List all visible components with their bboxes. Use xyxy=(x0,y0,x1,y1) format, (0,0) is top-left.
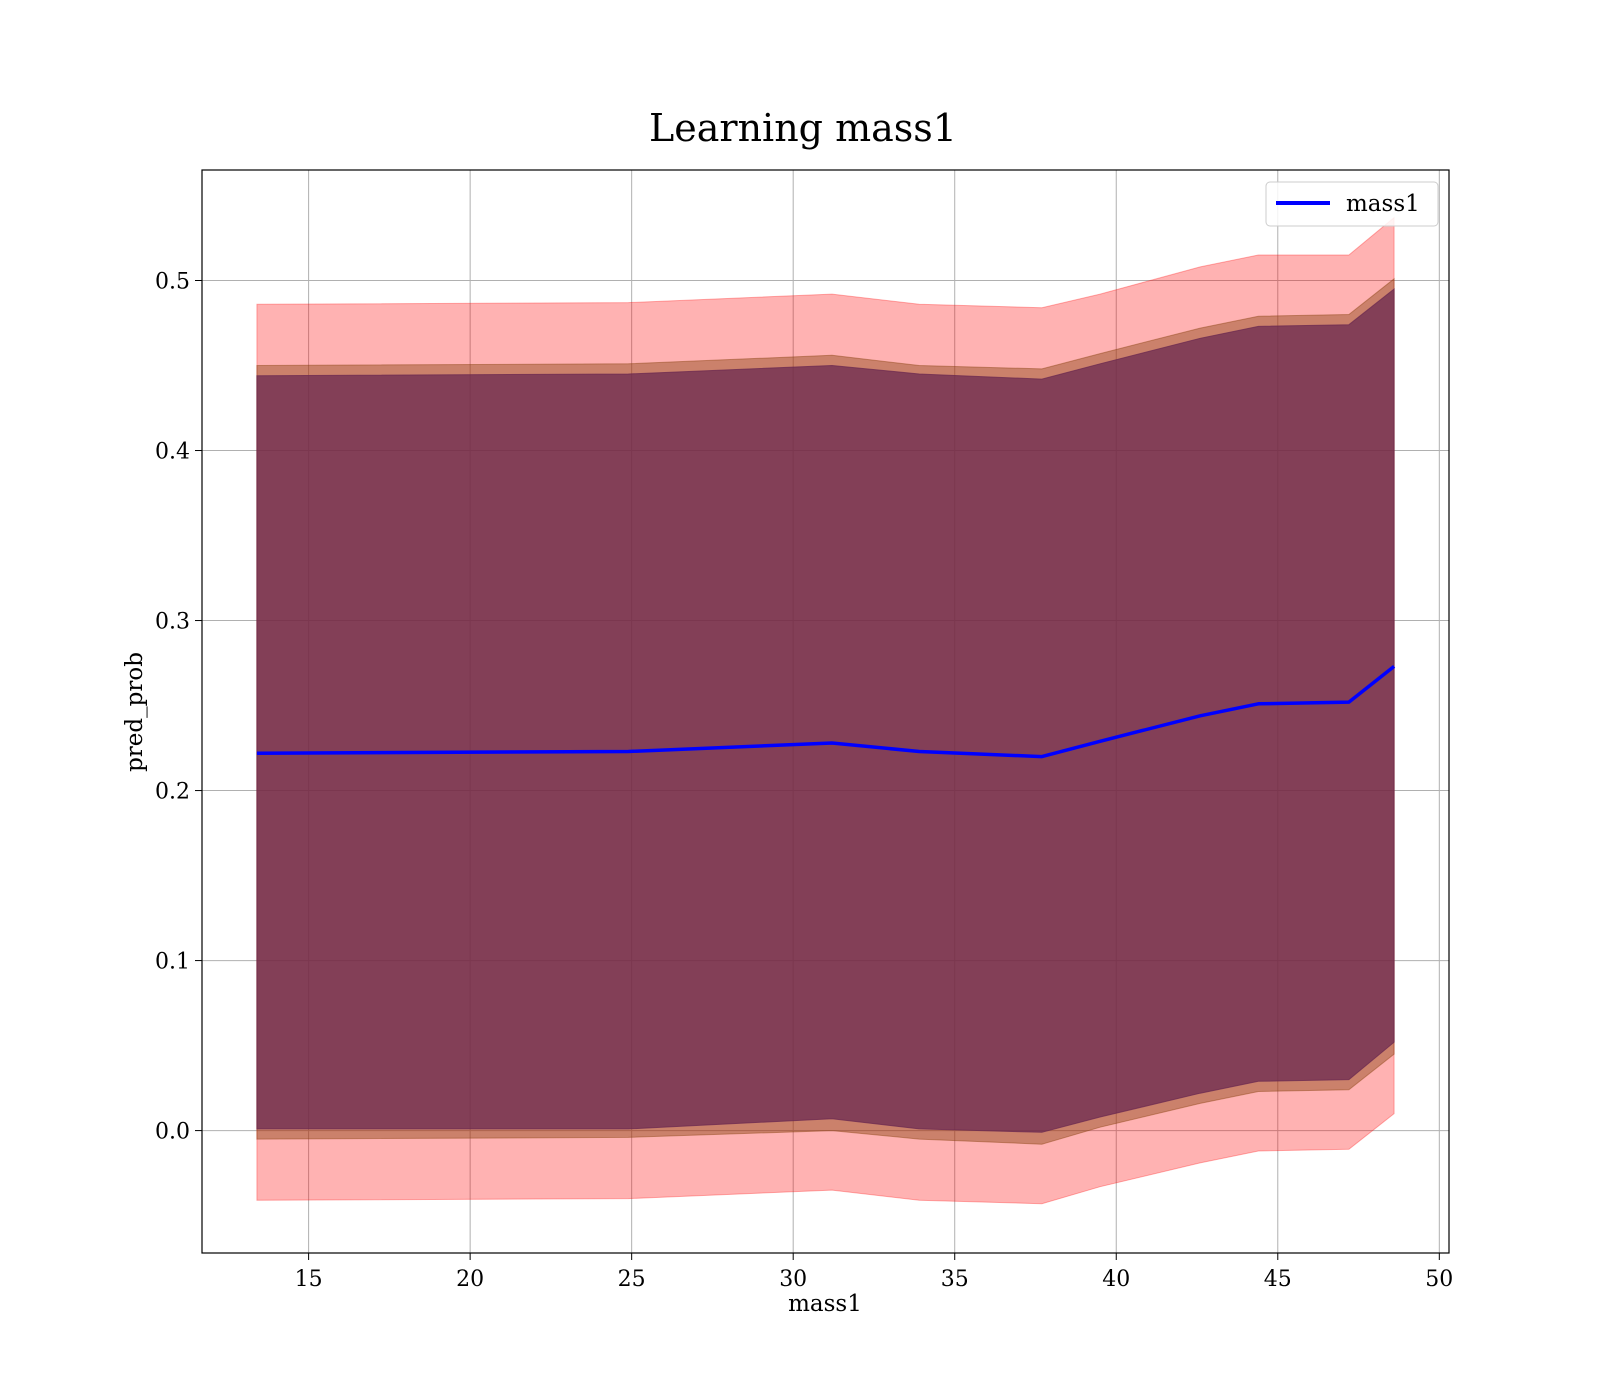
y-tick-label: 0.2 xyxy=(155,780,190,805)
y-tick-label: 0.3 xyxy=(155,610,190,635)
x-tick-label: 15 xyxy=(295,1267,323,1292)
y-axis-label: pred_prob xyxy=(122,652,148,772)
chart-title: Learning mass1 xyxy=(649,106,957,150)
legend-box xyxy=(1265,181,1439,227)
y-tick-label: 0.5 xyxy=(155,270,190,295)
x-axis-label: mass1 xyxy=(788,1291,862,1317)
x-ticks: 15 20 25 30 35 40 45 50 xyxy=(295,1253,1453,1292)
series-line xyxy=(256,665,1396,759)
inner-band xyxy=(256,287,1395,1133)
legend-label: mass1 xyxy=(1346,191,1420,217)
x-tick-label: 25 xyxy=(618,1267,646,1292)
x-tick-label: 35 xyxy=(941,1267,969,1292)
series-lines xyxy=(256,665,1396,759)
x-tick-label: 30 xyxy=(779,1267,807,1292)
x-tick-label: 45 xyxy=(1264,1267,1292,1292)
confidence-bands xyxy=(256,216,1395,1205)
y-ticks: 0.0 0.1 0.2 0.3 0.4 0.5 xyxy=(155,270,202,1145)
legend: mass1 xyxy=(1265,181,1439,227)
x-tick-label: 40 xyxy=(1102,1267,1130,1292)
y-tick-label: 0.4 xyxy=(155,440,190,465)
y-tick-label: 0.1 xyxy=(155,950,190,975)
plot-frame xyxy=(201,169,1450,1254)
y-tick-label: 0.0 xyxy=(155,1120,190,1145)
x-tick-label: 50 xyxy=(1425,1267,1453,1292)
x-tick-label: 20 xyxy=(456,1267,484,1292)
